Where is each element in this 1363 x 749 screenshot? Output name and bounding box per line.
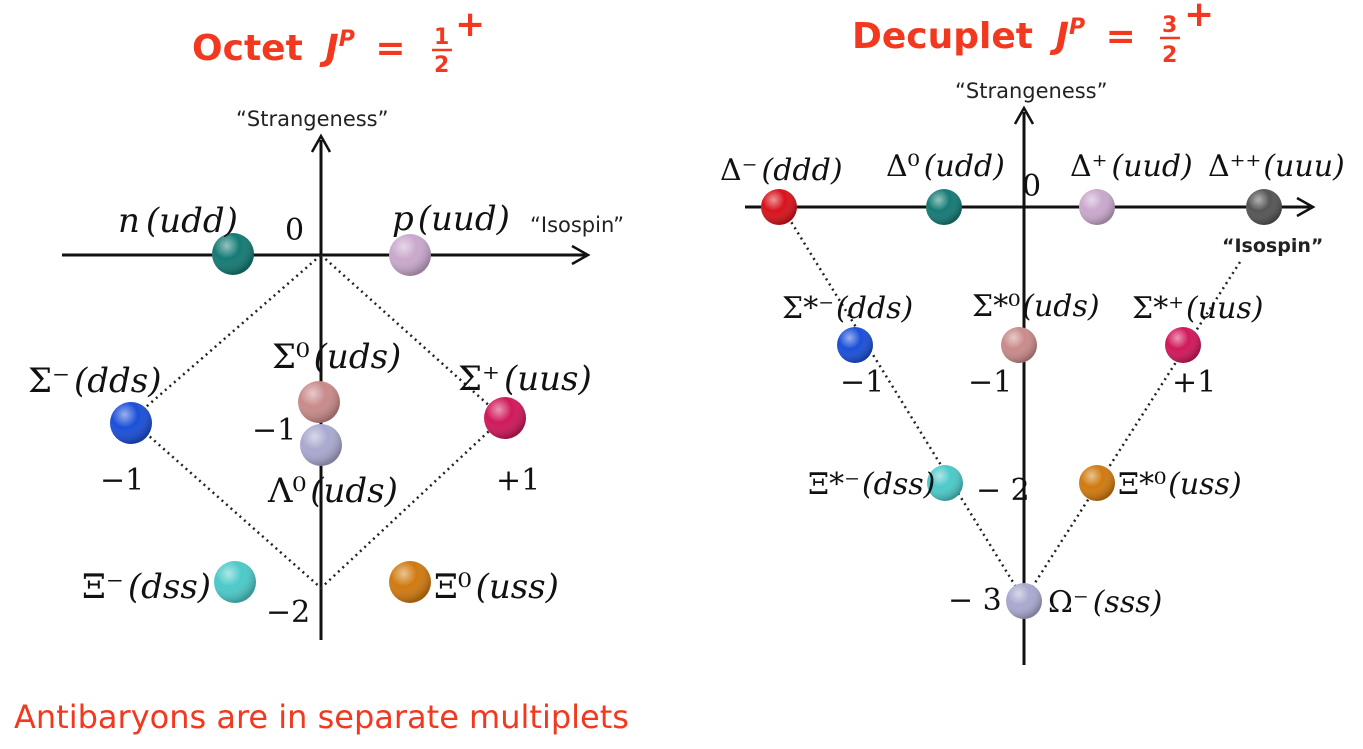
svg-text:Ξ*⁰(uss): Ξ*⁰(uss) <box>1118 467 1242 502</box>
octet-frac-den: 2 <box>434 53 449 78</box>
octet-title: Octet JP = <box>192 14 406 69</box>
svg-text:Ω⁻(sss): Ω⁻ (sss) <box>1048 585 1162 620</box>
decuplet-x-axis-label: “Isospin” <box>1222 235 1323 257</box>
svg-text:Ξ*⁻(dss): Ξ*⁻(dss) <box>808 467 935 502</box>
octet-y-axis-label: “Strangeness” <box>236 107 389 131</box>
svg-text:Ξ⁻(dss): Ξ⁻ (dss) <box>82 567 211 607</box>
svg-text:Σ⁻(dds): Σ⁻ (dds) <box>28 361 162 401</box>
octet-level-minus1: −1 <box>252 413 296 448</box>
octet-particle-sigma-minus: Σ⁻ (dds) <box>28 361 162 444</box>
octet-particle-xi-zero: Ξ⁰ (uss) <box>389 561 559 607</box>
octet-particle-xi-minus: Ξ⁻ (dss) <box>82 561 256 607</box>
octet-parity: + <box>455 4 485 45</box>
decuplet-particle-sigma-star-plus: Σ*⁺(uus) <box>1132 291 1264 363</box>
footer-note: Antibaryons are in separate multiplets <box>14 698 629 736</box>
decuplet-particle-xi-star-zero: Ξ*⁰(uss) <box>1079 465 1242 502</box>
svg-text:Λ⁰(uds): Λ⁰ (uds) <box>267 471 398 511</box>
octet-particle-lambda-zero: Λ⁰ (uds) <box>267 424 398 511</box>
decuplet-y-axis-label: “Strangeness” <box>955 79 1108 103</box>
svg-text:Δ⁺⁺(uuu): Δ⁺⁺(uuu) <box>1208 149 1345 184</box>
svg-text:n(udd): n (udd) <box>118 201 238 241</box>
octet-level-0: 0 <box>285 213 304 248</box>
svg-text:p(uud): p (uud) <box>392 199 510 239</box>
decuplet-parity: + <box>1184 0 1214 35</box>
decuplet-level-minus2: − 2 <box>976 473 1030 508</box>
decuplet-level-0: 0 <box>1022 169 1041 204</box>
decuplet-title: Decuplet JP = <box>852 2 1136 57</box>
decuplet-isospin-minus1: −1 <box>840 365 884 400</box>
decuplet-particle-sigma-star-zero: Σ*⁰(uds) <box>972 289 1100 363</box>
svg-text:Δ⁺(uud): Δ⁺ (uud) <box>1070 149 1193 184</box>
octet-x-axis-label: “Isospin” <box>530 213 624 237</box>
octet-diagram: Octet JP = 1 2 + “Strangeness” “Isospin”… <box>28 4 624 640</box>
decuplet-isospin-plus1: +1 <box>1172 365 1216 400</box>
decuplet-particle-delta-plus: Δ⁺ (uud) <box>1070 149 1193 225</box>
svg-text:Σ⁰(uds): Σ⁰ (uds) <box>272 337 401 377</box>
decuplet-level-minus3: − 3 <box>948 583 1002 618</box>
decuplet-particle-omega-minus: Ω⁻ (sss) <box>1006 583 1162 620</box>
octet-particle-sigma-zero: Σ⁰ (uds) <box>272 337 401 423</box>
decuplet-particle-delta-plusplus: Δ⁺⁺(uuu) <box>1208 149 1345 225</box>
svg-text:Σ*⁺(uus): Σ*⁺(uus) <box>1132 291 1264 326</box>
octet-particle-n: n (udd) <box>118 201 254 275</box>
decuplet-diagram: Decuplet JP = 3 2 + “Strangeness” “Isosp… <box>720 0 1345 665</box>
svg-text:Δ⁻(ddd): Δ⁻ (ddd) <box>720 153 843 188</box>
svg-text:Δ⁰(udd): Δ⁰ (udd) <box>886 149 1005 184</box>
octet-particle-sigma-plus: Σ⁺ (uus) <box>458 359 592 439</box>
octet-particle-p: p (uud) <box>389 199 510 276</box>
octet-level-minus2: −2 <box>266 595 310 630</box>
octet-isospin-minus1: −1 <box>100 463 144 498</box>
svg-text:Σ*⁻(dds): Σ*⁻(dds) <box>782 291 913 326</box>
decuplet-particle-delta-zero: Δ⁰ (udd) <box>886 149 1005 225</box>
octet-isospin-plus1: +1 <box>496 463 540 498</box>
svg-text:Ξ⁰(uss): Ξ⁰ (uss) <box>434 567 559 607</box>
svg-text:Σ⁺(uus): Σ⁺ (uus) <box>458 359 592 399</box>
decuplet-particle-sigma-star-minus: Σ*⁻(dds) <box>782 291 913 363</box>
decuplet-level-minus1: −1 <box>968 365 1012 400</box>
svg-text:Σ*⁰(uds): Σ*⁰(uds) <box>972 289 1100 324</box>
decuplet-particle-xi-star-minus: Ξ*⁻(dss) <box>808 465 963 502</box>
decuplet-frac-num: 3 <box>1162 13 1177 38</box>
decuplet-particle-delta-minus: Δ⁻ (ddd) <box>720 153 843 225</box>
decuplet-frac-den: 2 <box>1162 43 1177 68</box>
octet-frac-num: 1 <box>434 25 449 50</box>
